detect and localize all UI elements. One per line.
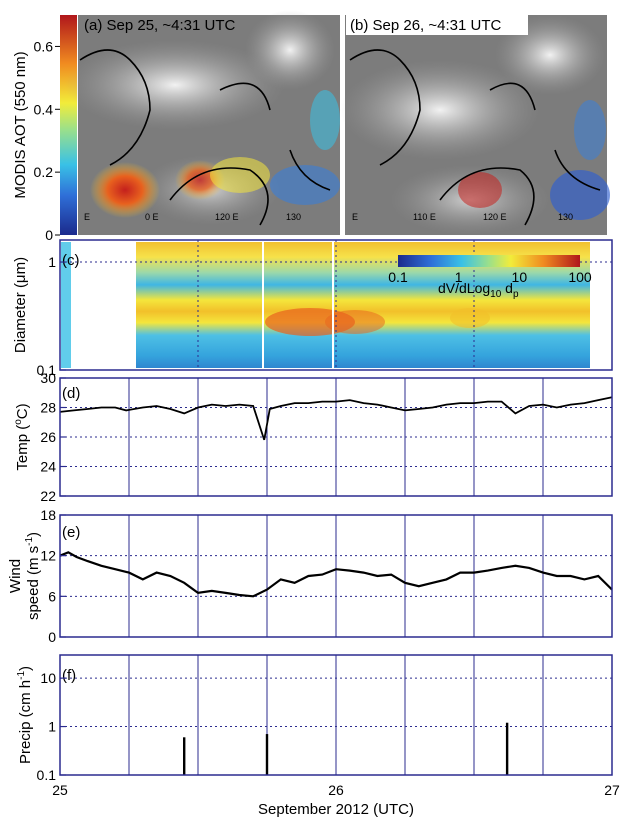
panel-a-label: (a) Sep 25, ~4:31 UTC — [84, 17, 235, 34]
aot-tick-2: 0.4 — [34, 101, 54, 117]
x-tick-1: 26 — [328, 782, 344, 798]
panel-e-ylabel: Wind speed (m s-1) — [7, 532, 42, 620]
panel-d-ylabel: Temp (oC) — [13, 403, 31, 470]
psd-cbar-tick-0: 0.1 — [388, 269, 408, 285]
panel-f-precip: (f) 0.1 1 10 25 26 27 Precip (cm h-1) Septemb… — [16, 654, 620, 818]
x-tick-0: 25 — [52, 782, 68, 798]
e-ytick-1: 6 — [48, 588, 56, 604]
map-a-lon-1: E — [84, 212, 90, 222]
map-b-lon-3: 120 E — [483, 212, 507, 222]
psd-cbar-tick-3: 100 — [568, 269, 592, 285]
precip-bar-2 — [505, 722, 509, 775]
precip-bar-0 — [183, 737, 186, 775]
f-ytick-0: 0.1 — [37, 767, 57, 783]
map-panel-a: (a) Sep 25, ~4:31 UTC E 0 E 120 E 130 — [65, 10, 340, 235]
panel-c-label: (c) — [62, 252, 80, 269]
psd-colorbar — [398, 255, 580, 267]
svg-text:speed (m s-1): speed (m s-1) — [24, 532, 42, 620]
c-ytick-1: 1 — [48, 254, 56, 270]
map-b-lon-2: 110 E — [413, 212, 436, 222]
map-panel-b: (b) Sep 26, ~4:31 UTC E 110 E 120 E 130 — [340, 15, 610, 235]
aot-tick-3: 0.6 — [34, 38, 54, 54]
panel-f-ylabel: Precip (cm h-1) — [16, 666, 34, 764]
c-ytick-0: 0.1 — [37, 362, 57, 378]
map-a-lon-2: 0 E — [145, 212, 159, 222]
panel-d-label: (d) — [62, 385, 80, 402]
d-ytick-3: 28 — [40, 400, 56, 416]
temp-series — [59, 396, 613, 441]
panel-c-psd: 0.1 1 10 100 dV/dLog10 dp (c) 0.11 Diameter… — [12, 239, 613, 378]
x-tick-2: 27 — [604, 782, 620, 798]
e-ytick-0: 0 — [48, 629, 56, 645]
map-b-lon-4: 130 — [558, 212, 573, 222]
panel-e-wind: (e) 0 6 12 18 Wind speed (m s-1) — [7, 507, 613, 645]
e-ytick-3: 18 — [40, 507, 56, 523]
f-ytick-2: 10 — [40, 670, 56, 686]
f-ytick-1: 1 — [48, 719, 56, 735]
map-a-lon-4: 130 — [286, 212, 301, 222]
map-b-lon-1: E — [352, 212, 358, 222]
svg-text:Wind: Wind — [7, 559, 24, 593]
psd-cbar-tick-1: 1 — [455, 269, 463, 285]
x-axis-label: September 2012 (UTC) — [258, 801, 414, 818]
d-ytick-4: 30 — [40, 370, 56, 386]
aot-colorbar: 0 0.2 0.4 0.6 MODIS AOT (550 nm) — [12, 15, 77, 243]
panel-c-ylabel: Diameter (μm) — [12, 257, 29, 353]
aot-colorbar-label: MODIS AOT (550 nm) — [12, 51, 29, 198]
panel-e-label: (e) — [62, 524, 80, 541]
panel-b-label: (b) Sep 26, ~4:31 UTC — [350, 17, 501, 34]
precip-bar-1 — [265, 734, 269, 775]
d-ytick-2: 26 — [40, 429, 56, 445]
e-ytick-2: 12 — [40, 548, 56, 564]
aot-tick-1: 0.2 — [34, 164, 54, 180]
d-ytick-0: 22 — [40, 488, 56, 504]
wind-series — [59, 551, 613, 598]
panel-d-temp: (d) 22 24 26 28 30 Temp (oC) — [13, 370, 613, 504]
map-a-lon-3: 120 E — [215, 212, 239, 222]
d-ytick-1: 24 — [40, 459, 56, 475]
psd-cbar-tick-2: 10 — [512, 269, 528, 285]
panel-f-label: (f) — [62, 667, 76, 684]
aot-tick-0: 0 — [45, 227, 53, 243]
